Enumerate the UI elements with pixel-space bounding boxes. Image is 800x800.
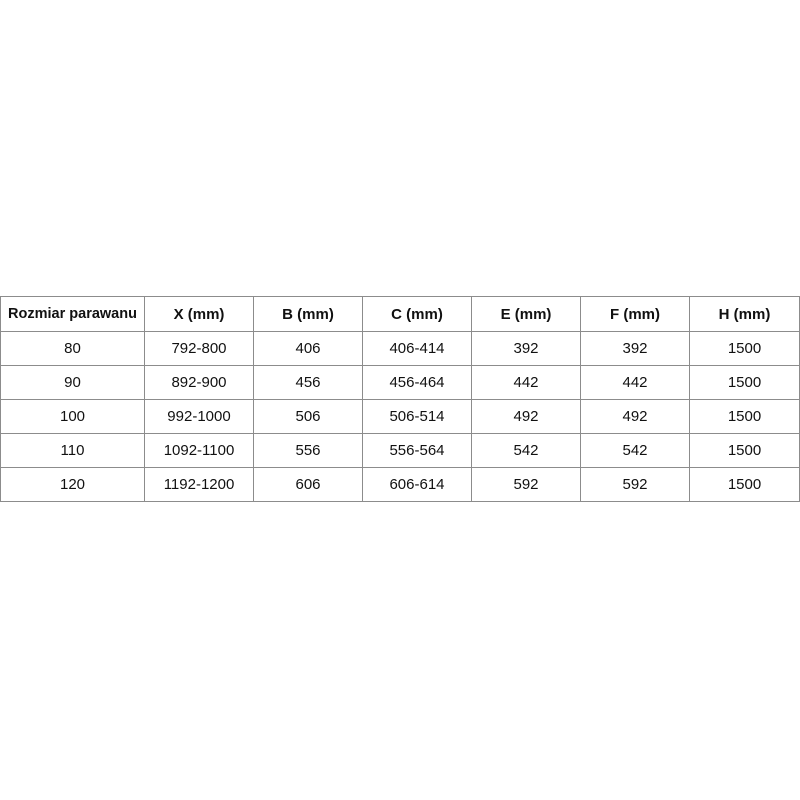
table-cell: 100 [0,399,145,434]
table-cell: 1500 [689,467,800,502]
column-header: E (mm) [471,296,581,332]
table-cell: 442 [580,365,690,400]
table-row: 120 1192-1200 606 606-614 592 592 1500 [0,467,800,502]
table-row: 80 792-800 406 406-414 392 392 1500 [0,331,800,366]
column-header: Rozmiar parawanu [0,296,145,332]
table-cell: 542 [580,433,690,468]
dimensions-table: Rozmiar parawanu X (mm) B (mm) C (mm) E (mm)… [0,296,800,502]
table-cell: 392 [471,331,581,366]
table-cell: 1500 [689,365,800,400]
table-cell: 592 [580,467,690,502]
column-header: H (mm) [689,296,800,332]
table-cell: 456 [253,365,363,400]
table-cell: 892-900 [144,365,254,400]
table-cell: 1192-1200 [144,467,254,502]
table-cell: 506 [253,399,363,434]
table-cell: 506-514 [362,399,472,434]
table-cell: 492 [471,399,581,434]
table-cell: 392 [580,331,690,366]
table-cell: 792-800 [144,331,254,366]
table-cell: 442 [471,365,581,400]
table-cell: 120 [0,467,145,502]
column-header: X (mm) [144,296,254,332]
table-cell: 606 [253,467,363,502]
table-cell: 1500 [689,331,800,366]
column-header: C (mm) [362,296,472,332]
table-cell: 406 [253,331,363,366]
column-header: F (mm) [580,296,690,332]
table-cell: 1092-1100 [144,433,254,468]
table-row: 100 992-1000 506 506-514 492 492 1500 [0,399,800,434]
table-cell: 110 [0,433,145,468]
table-cell: 542 [471,433,581,468]
table-cell: 456-464 [362,365,472,400]
table-row: 110 1092-1100 556 556-564 542 542 1500 [0,433,800,468]
table-cell: 556-564 [362,433,472,468]
table-cell: 80 [0,331,145,366]
table-cell: 492 [580,399,690,434]
header-row: Rozmiar parawanu X (mm) B (mm) C (mm) E (mm)… [0,296,800,332]
table-cell: 90 [0,365,145,400]
table-cell: 606-614 [362,467,472,502]
table-cell: 992-1000 [144,399,254,434]
table-cell: 1500 [689,433,800,468]
table-row: 90 892-900 456 456-464 442 442 1500 [0,365,800,400]
table-cell: 406-414 [362,331,472,366]
table-cell: 592 [471,467,581,502]
table-cell: 556 [253,433,363,468]
table-cell: 1500 [689,399,800,434]
column-header: B (mm) [253,296,363,332]
